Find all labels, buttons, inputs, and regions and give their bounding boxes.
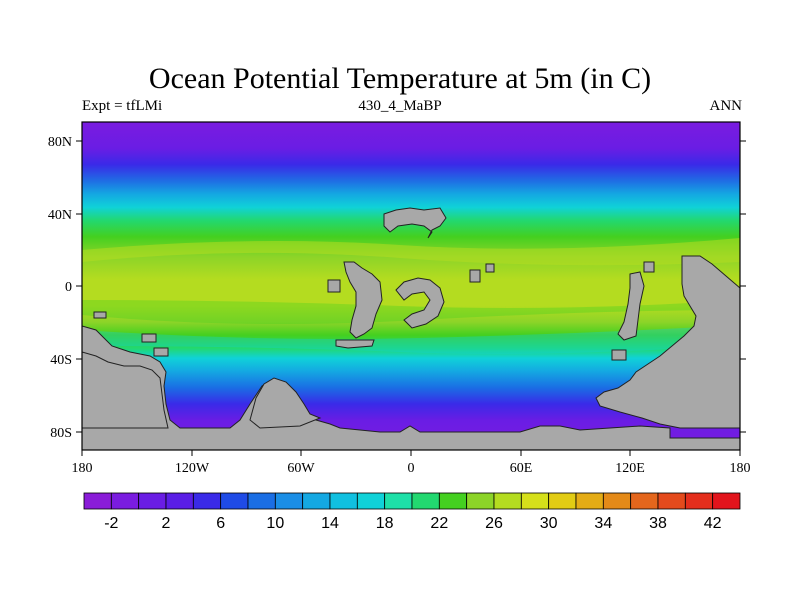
season-label: ANN [709,98,743,114]
colorbar-swatch [274,492,304,510]
colorbar-swatch [575,492,604,510]
lon-tick-180-west: 180 [72,461,93,476]
north-island [383,207,447,239]
colorbar-label: 34 [594,515,612,532]
lat-tick-40n: 40N [48,208,72,223]
colorbar-swatch [220,492,249,510]
small-island-b [469,269,481,283]
colorbar-swatch [657,492,686,510]
lat-tick-marks [76,140,746,433]
colorbar-swatch [602,492,632,510]
colorbar-label: 18 [376,515,394,532]
equatorial-island-east [395,277,445,329]
small-island-g [335,339,375,349]
east-peninsula [617,271,645,341]
southwest-landmass [82,351,169,429]
southern-subtropic-band [82,300,740,324]
lat-tick-0: 0 [65,280,72,295]
map-title: Ocean Potential Temperature at 5m (in C) [148,62,652,95]
colorbar-swatch [466,492,495,510]
small-island-d [93,311,107,319]
colorbar-label: 2 [162,515,171,532]
colorbar-label: 22 [430,515,448,532]
lon-tick-marks [81,450,741,456]
lon-tick-120e: 120E [615,461,645,476]
lat-tick-80s: 80S [50,426,72,441]
colorbar-swatch [520,492,550,510]
colorbar-label: 42 [704,515,722,532]
small-island-e [141,333,157,343]
small-island-h [611,349,627,361]
lon-tick-60w: 60W [287,461,315,476]
colorbar-label: 14 [321,515,339,532]
colorbar-swatch [684,492,714,510]
colorbar-swatch [493,492,522,510]
colorbar-swatch [411,492,440,510]
colorbar-swatch [712,492,741,510]
colorbar-swatch [110,492,140,510]
colorbar-label: -2 [104,515,118,532]
southern-mid-band [82,325,740,354]
east-continent [595,255,740,429]
small-island-f [153,347,169,357]
colorbar-swatch [329,492,358,510]
colorbar-swatch [438,492,468,510]
tropical-band [82,238,740,266]
colorbar-label: 10 [266,515,284,532]
lat-tick-40s: 40S [50,353,72,368]
colorbar-swatch [548,492,577,510]
colorbar-label: 26 [485,515,503,532]
colorbar-swatch [138,492,167,510]
central-peninsula [249,377,322,429]
lon-tick-180-east: 180 [730,461,751,476]
colorbar-swatch [302,492,331,510]
colorbar-swatch [384,492,413,510]
colorbar-label: 6 [216,515,225,532]
lon-tick-120w: 120W [175,461,210,476]
lat-tick-80n: 80N [48,135,72,150]
colorbar-swatch [356,492,386,510]
colorbar-swatch [247,492,276,510]
small-island-a [327,279,341,293]
colorbar-labels: -2 2 6 10 14 18 22 26 30 34 38 42 [104,515,721,532]
lon-tick-0: 0 [408,461,415,476]
map-area [82,122,740,450]
equatorial-island-west [343,261,383,339]
colorbar-swatch [192,492,222,510]
experiment-label: Expt = tfLMi [82,98,163,114]
colorbar-swatch [165,492,194,510]
colorbar-swatch [83,492,112,510]
small-island-c [485,263,495,273]
colorbar [83,492,741,510]
colorbar-label: 30 [540,515,558,532]
land-masses [82,207,740,450]
colorbar-label: 38 [649,515,667,532]
small-island-i [643,261,655,273]
lon-tick-60e: 60E [510,461,533,476]
run-label: 430_4_MaBP [358,98,442,114]
colorbar-swatch [630,492,659,510]
